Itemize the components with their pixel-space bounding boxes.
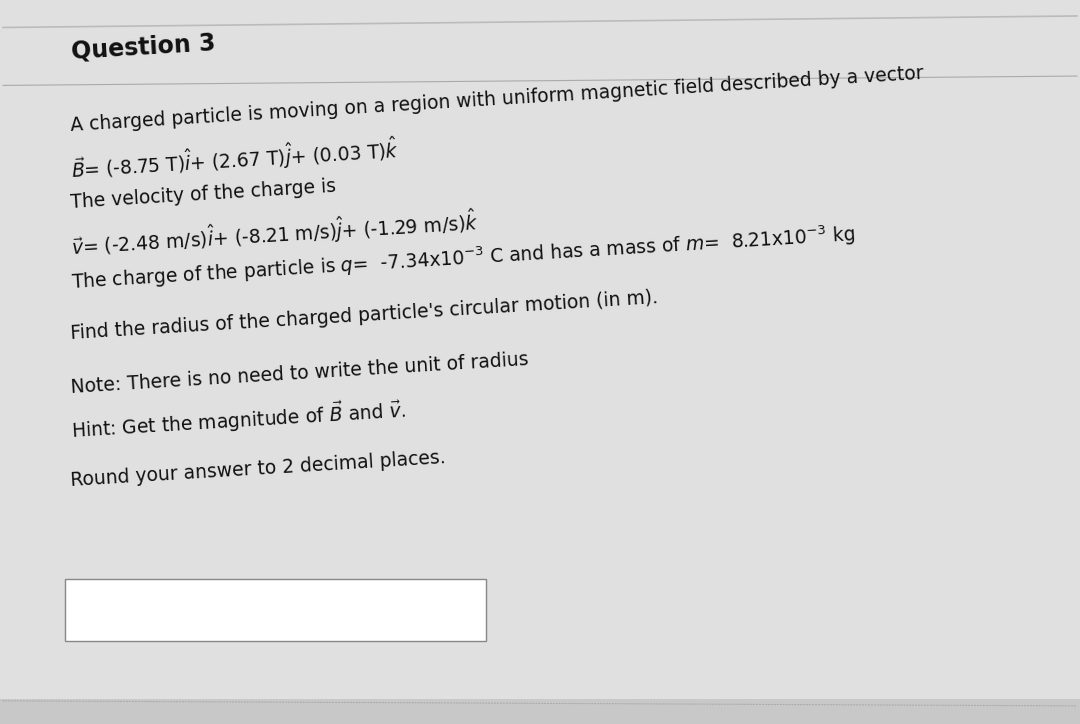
Text: The velocity of the charge is: The velocity of the charge is [70, 177, 337, 211]
Text: Note: There is no need to write the unit of radius: Note: There is no need to write the unit… [70, 350, 529, 397]
Text: Find the radius of the charged particle's circular motion (in m).: Find the radius of the charged particle'… [70, 287, 659, 342]
Text: $\vec{B}$= (-8.75 T)$\hat{i}$+ (2.67 T)$\hat{j}$+ (0.03 T)$\hat{k}$: $\vec{B}$= (-8.75 T)$\hat{i}$+ (2.67 T)$… [70, 134, 400, 184]
Text: $\vec{v}$= (-2.48 m/s)$\hat{i}$+ (-8.21 m/s)$\hat{j}$+ (-1.29 m/s)$\hat{k}$: $\vec{v}$= (-2.48 m/s)$\hat{i}$+ (-8.21 … [70, 206, 480, 261]
Text: Add your answer: Add your answer [85, 592, 234, 619]
Text: A charged particle is moving on a region with uniform magnetic field described b: A charged particle is moving on a region… [70, 64, 924, 135]
Text: Round your answer to 2 decimal places.: Round your answer to 2 decimal places. [70, 447, 446, 489]
Text: The charge of the particle is $q$=  -7.34x10$^{-3}$ C and has a mass of $m$=  8.: The charge of the particle is $q$= -7.34… [70, 222, 856, 295]
FancyBboxPatch shape [65, 579, 486, 641]
Text: Question 3: Question 3 [70, 31, 216, 64]
FancyBboxPatch shape [0, 0, 1080, 699]
Text: Hint: Get the magnitude of $\vec{B}$ and $\vec{v}$.: Hint: Get the magnitude of $\vec{B}$ and… [70, 396, 407, 445]
